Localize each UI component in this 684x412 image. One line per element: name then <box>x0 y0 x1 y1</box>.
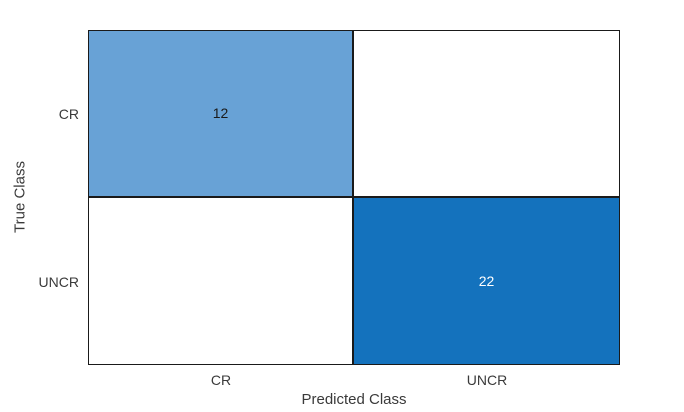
matrix-cell-true-cr-pred-uncr <box>354 31 619 198</box>
y-tick-uncr: UNCR <box>38 274 79 290</box>
confusion-matrix-grid: 12 22 <box>88 30 620 365</box>
cell-value: 22 <box>478 272 495 289</box>
x-tick-cr: CR <box>210 372 232 388</box>
matrix-cell-true-uncr-pred-uncr: 22 <box>354 197 619 364</box>
matrix-cell-true-cr-pred-cr: 12 <box>89 31 354 198</box>
cell-value: 12 <box>212 105 229 122</box>
matrix-cell-true-uncr-pred-cr <box>89 197 354 364</box>
y-axis-label: True Class <box>11 161 29 233</box>
x-tick-uncr: UNCR <box>466 372 508 388</box>
x-axis-label: Predicted Class <box>301 391 407 408</box>
y-tick-cr: CR <box>58 106 79 122</box>
